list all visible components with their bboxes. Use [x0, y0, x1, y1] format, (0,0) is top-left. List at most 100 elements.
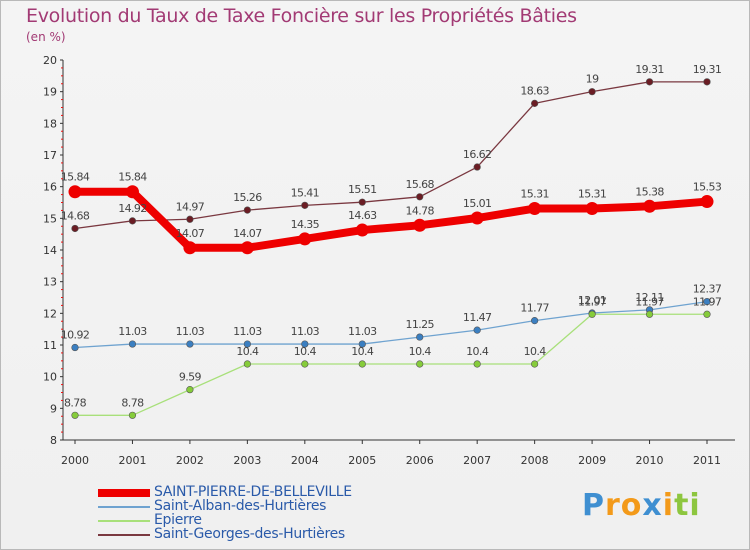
- x-tick-label: 2004: [291, 454, 319, 467]
- y-tick-label: 20: [43, 54, 57, 67]
- data-label: 14.07: [233, 227, 262, 240]
- x-tick-label: 2010: [636, 454, 664, 467]
- data-point: [413, 218, 427, 232]
- data-label: 10.4: [351, 345, 374, 358]
- chart-title: Evolution du Taux de Taxe Foncière sur l…: [26, 5, 577, 27]
- logo-letter: i: [662, 488, 675, 523]
- x-tick-label: 2003: [233, 454, 261, 467]
- data-point: [703, 78, 711, 86]
- data-point: [355, 223, 369, 237]
- axes: 8 9 10 11 12 13 14 15 16 17 18 19 20 2000 2001 2002 2003…: [43, 54, 735, 467]
- data-point: [243, 360, 251, 368]
- data-point: [186, 340, 194, 348]
- proxiti-logo: Proxiti: [582, 488, 701, 523]
- series-lines: [68, 78, 714, 419]
- legend-label: Epierre: [154, 512, 202, 528]
- x-tick-label: 2000: [61, 454, 89, 467]
- data-label: 14.92: [118, 202, 147, 215]
- data-label: 14.07: [176, 227, 205, 240]
- data-label: 11.03: [291, 325, 320, 338]
- data-label: 15.31: [578, 188, 607, 201]
- logo-letter: x: [642, 488, 663, 523]
- data-point: [645, 310, 654, 318]
- y-tick-label: 18: [43, 117, 57, 130]
- data-label: 11.25: [405, 318, 434, 331]
- legend-item: Saint-Alban-des-Hurtières: [98, 498, 428, 514]
- x-tick-label: 2009: [578, 454, 606, 467]
- data-label: 11.03: [233, 325, 262, 338]
- logo-letter: i: [689, 488, 701, 523]
- x-tick-label: 2002: [176, 454, 204, 467]
- data-point: [416, 360, 424, 368]
- data-point: [243, 206, 251, 214]
- data-point: [301, 201, 309, 209]
- data-point: [125, 185, 139, 199]
- data-point: [243, 340, 251, 348]
- x-tick-label: 2005: [348, 454, 376, 467]
- data-point: [470, 211, 484, 225]
- data-point: [703, 310, 711, 318]
- data-point: [71, 343, 79, 352]
- data-label: 12.11: [635, 291, 664, 304]
- data-point: [358, 340, 366, 348]
- data-point: [240, 241, 254, 255]
- data-point: [703, 298, 711, 306]
- data-label: 15.41: [291, 186, 320, 199]
- data-label: 15.26: [233, 191, 262, 204]
- legend-swatch: [98, 520, 150, 522]
- data-label: 11.77: [520, 302, 549, 315]
- y-tick-label: 15: [43, 212, 57, 225]
- legend-swatch: [98, 489, 150, 497]
- data-point: [473, 360, 481, 368]
- y-tick-label: 16: [43, 181, 57, 194]
- legend-label: Saint-Alban-des-Hurtières: [154, 498, 327, 514]
- x-tick-label: 2001: [118, 454, 146, 467]
- data-label: 8.78: [121, 396, 144, 409]
- data-label: 10.4: [236, 345, 259, 358]
- y-tick-label: 19: [43, 86, 57, 99]
- data-point: [473, 163, 481, 171]
- data-label: 14.68: [61, 209, 90, 222]
- data-point: [645, 78, 654, 86]
- x-tick-label: 2007: [463, 454, 491, 467]
- data-label: 15.68: [405, 178, 434, 191]
- y-tick-label: 8: [50, 434, 57, 447]
- data-point: [183, 241, 197, 255]
- data-point: [528, 202, 542, 216]
- x-tick-label: 2011: [693, 454, 721, 467]
- data-label: 15.84: [118, 171, 147, 184]
- data-point: [358, 360, 366, 368]
- x-tick-label: 2006: [406, 454, 434, 467]
- data-point: [416, 193, 424, 201]
- data-point: [128, 217, 137, 225]
- series-line: [74, 81, 708, 230]
- legend-swatch: [98, 534, 150, 536]
- data-point: [128, 411, 137, 419]
- data-point: [298, 232, 312, 246]
- data-label: 14.97: [176, 200, 205, 213]
- data-point: [68, 185, 82, 199]
- y-tick-label: 11: [43, 339, 57, 352]
- data-label: 11.47: [463, 311, 492, 324]
- data-label: 10.4: [524, 345, 547, 358]
- data-label: 14.78: [405, 204, 434, 217]
- y-tick-label: 10: [43, 371, 57, 384]
- series-line: [71, 187, 711, 252]
- data-label: 9.59: [179, 371, 202, 384]
- series-line: [74, 313, 708, 416]
- data-point: [71, 224, 79, 233]
- logo-letter: o: [620, 488, 643, 523]
- data-label: 12.37: [693, 283, 722, 296]
- legend-label: SAINT-PIERRE-DE-BELLEVILLE: [154, 484, 352, 500]
- data-label: 16.62: [463, 148, 492, 161]
- y-tick-label: 13: [43, 276, 57, 289]
- data-label: 10.92: [61, 329, 90, 342]
- data-label: 11.03: [118, 325, 147, 338]
- data-point: [531, 317, 539, 325]
- data-point: [588, 88, 596, 96]
- data-point: [643, 199, 657, 213]
- data-point: [186, 386, 194, 394]
- data-label: 8.78: [64, 396, 87, 409]
